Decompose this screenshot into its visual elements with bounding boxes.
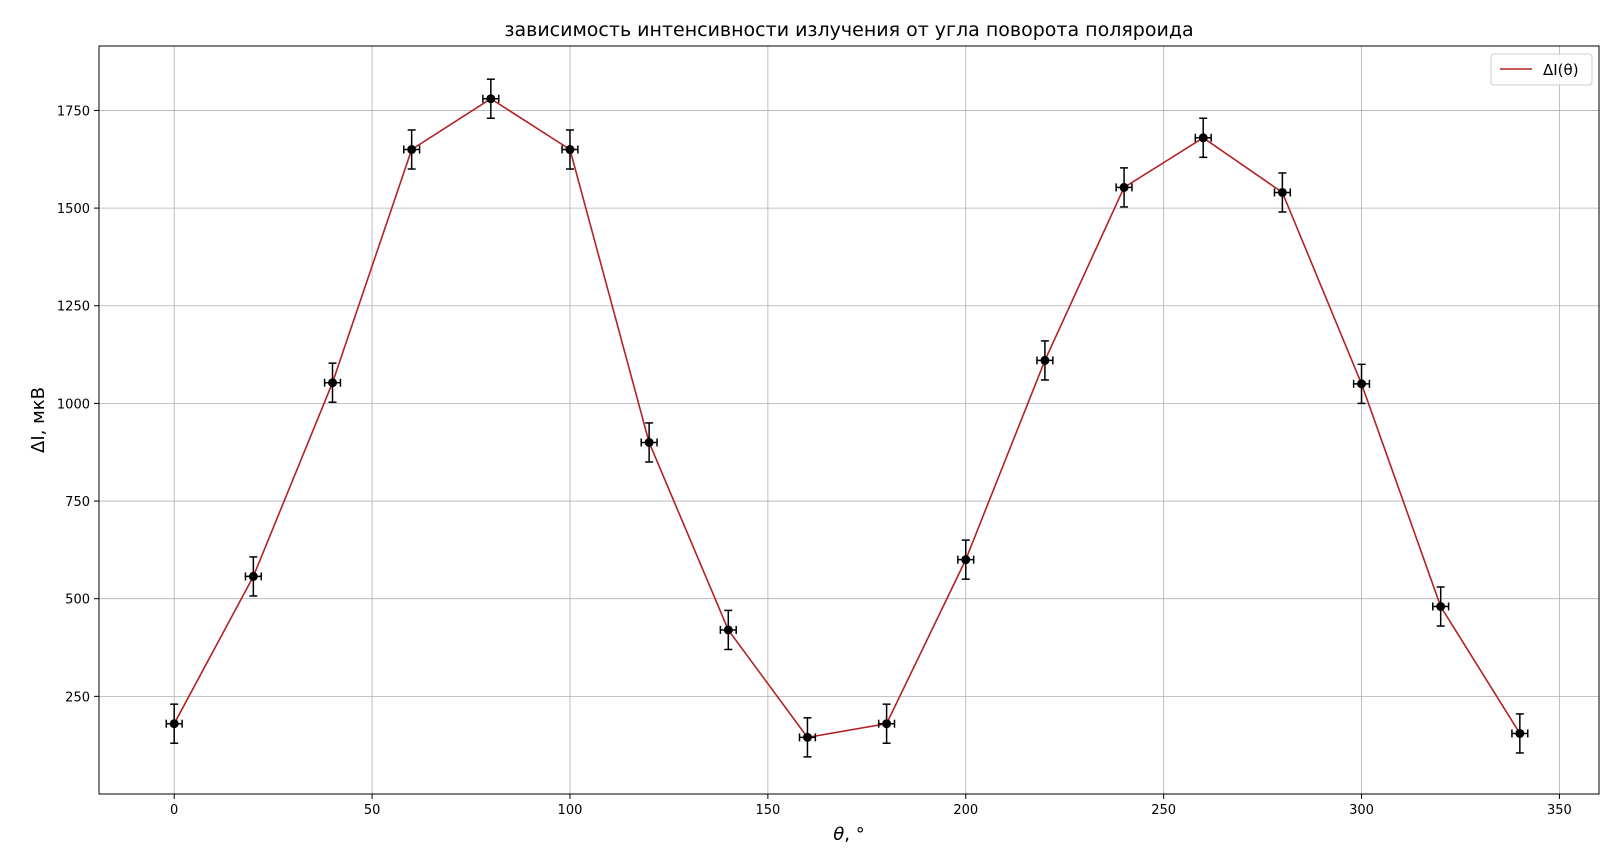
legend-box xyxy=(1490,53,1593,86)
data-marker xyxy=(328,378,338,388)
grid xyxy=(99,46,1599,794)
data-marker xyxy=(407,145,417,155)
data-marker xyxy=(802,732,812,742)
x-tick-label: 350 xyxy=(1547,803,1572,818)
data-point xyxy=(402,129,421,170)
chart-title: зависимость интенсивности излучения от у… xyxy=(504,19,1193,41)
data-point xyxy=(1194,117,1212,159)
data-point xyxy=(1352,363,1371,405)
data-marker xyxy=(1357,379,1367,389)
data-marker xyxy=(486,94,496,104)
data-point xyxy=(877,703,896,744)
x-tick-label: 50 xyxy=(364,803,381,818)
x-tick-label: 250 xyxy=(1151,803,1176,818)
x-axis-label: θ, ° xyxy=(833,824,864,845)
x-axis: 0 50 100 150 200 250 300 350 xyxy=(170,794,1572,818)
x-tick-label: 300 xyxy=(1349,803,1374,818)
data-marker xyxy=(882,719,892,729)
legend: ΔI(θ) xyxy=(1490,53,1593,86)
x-tick-label: 150 xyxy=(755,803,780,818)
y-axis: 250 500 750 1000 1250 1500 1750 xyxy=(57,104,99,705)
data-point xyxy=(1511,713,1529,754)
series-line xyxy=(173,97,1521,739)
data-marker xyxy=(961,555,971,565)
y-tick-label: 250 xyxy=(65,690,90,705)
y-axis-unit: , мкВ xyxy=(28,387,49,435)
data-point xyxy=(798,717,817,758)
data-marker xyxy=(169,719,179,729)
data-marker xyxy=(248,571,258,581)
data-point xyxy=(482,78,500,120)
data-point xyxy=(561,129,579,170)
y-tick-label: 750 xyxy=(65,495,90,510)
data-marker xyxy=(1040,355,1050,365)
data-point xyxy=(1036,340,1054,381)
y-tick-label: 1250 xyxy=(57,300,90,315)
data-point xyxy=(719,609,737,651)
data-marker xyxy=(723,625,733,635)
x-axis-symbol: θ xyxy=(833,824,844,845)
series-layer xyxy=(165,78,1529,758)
x-tick-label: 0 xyxy=(170,803,178,818)
data-point xyxy=(323,362,342,403)
x-axis-unit: , ° xyxy=(844,824,864,845)
y-tick-label: 1500 xyxy=(57,202,90,217)
data-point xyxy=(244,556,263,597)
y-tick-label: 1750 xyxy=(57,104,90,119)
data-point xyxy=(957,539,975,580)
data-marker xyxy=(565,145,575,155)
data-marker xyxy=(1198,133,1208,143)
legend-label: ΔI(θ) xyxy=(1543,61,1579,79)
y-tick-label: 1000 xyxy=(57,397,90,412)
y-tick-label: 500 xyxy=(65,593,90,608)
data-point xyxy=(640,422,658,463)
x-tick-label: 100 xyxy=(558,803,583,818)
data-marker xyxy=(1515,728,1525,738)
data-marker xyxy=(1277,187,1287,197)
data-point xyxy=(1432,586,1450,627)
data-marker xyxy=(1436,602,1446,612)
plot-frame xyxy=(98,45,1600,795)
y-axis-label: ΔI, мкВ xyxy=(28,387,49,453)
data-marker xyxy=(644,437,654,447)
data-point xyxy=(1115,167,1133,208)
x-tick-label: 200 xyxy=(953,803,978,818)
data-point xyxy=(1273,172,1292,213)
data-marker xyxy=(1119,182,1129,192)
data-point xyxy=(165,703,183,744)
y-axis-symbol: ΔI xyxy=(28,435,49,453)
